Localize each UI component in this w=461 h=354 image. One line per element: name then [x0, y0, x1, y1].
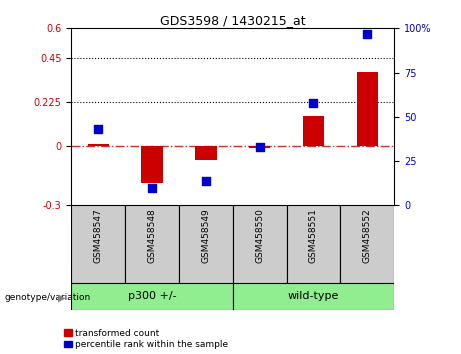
Bar [195, 146, 217, 160]
Point [310, 100, 317, 105]
Point [364, 31, 371, 36]
Text: GSM458551: GSM458551 [309, 209, 318, 263]
Bar [71, 205, 125, 283]
Bar [142, 146, 163, 183]
Bar [340, 205, 394, 283]
Text: GSM458548: GSM458548 [148, 209, 157, 263]
Bar [233, 283, 394, 310]
Text: wild-type: wild-type [288, 291, 339, 302]
Point [202, 178, 210, 183]
Text: GSM458550: GSM458550 [255, 209, 264, 263]
Text: genotype/variation: genotype/variation [5, 293, 91, 302]
Text: GSM458552: GSM458552 [363, 209, 372, 263]
Bar [249, 146, 271, 148]
Text: p300 +/-: p300 +/- [128, 291, 177, 302]
Point [256, 144, 263, 150]
Bar [179, 205, 233, 283]
Point [148, 185, 156, 190]
Bar [88, 144, 109, 146]
Bar [125, 205, 179, 283]
Text: GSM458547: GSM458547 [94, 209, 103, 263]
Bar [233, 205, 287, 283]
Text: ▶: ▶ [59, 292, 66, 302]
Bar [303, 116, 324, 146]
Legend: transformed count, percentile rank within the sample: transformed count, percentile rank withi… [65, 329, 228, 349]
Point [95, 126, 102, 132]
Text: GSM458549: GSM458549 [201, 209, 210, 263]
Bar [287, 205, 340, 283]
Bar [356, 72, 378, 146]
Title: GDS3598 / 1430215_at: GDS3598 / 1430215_at [160, 14, 306, 27]
Bar [71, 283, 233, 310]
